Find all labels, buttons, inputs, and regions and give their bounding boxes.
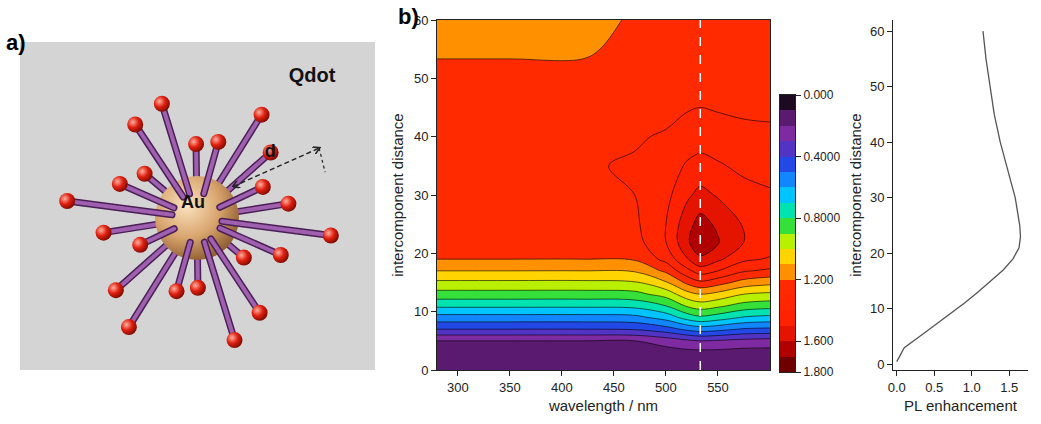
svg-text:0.000: 0.000	[803, 88, 833, 102]
svg-text:400: 400	[551, 380, 573, 395]
svg-text:0: 0	[421, 363, 428, 378]
svg-text:500: 500	[655, 380, 677, 395]
svg-text:1.200: 1.200	[803, 273, 833, 287]
svg-text:1.600: 1.600	[803, 334, 833, 348]
svg-text:20: 20	[414, 246, 428, 261]
svg-text:wavelength / nm: wavelength / nm	[548, 397, 658, 414]
svg-text:40: 40	[414, 129, 428, 144]
svg-text:300: 300	[447, 380, 469, 395]
svg-text:20: 20	[870, 246, 884, 261]
svg-text:40: 40	[870, 135, 884, 150]
svg-text:d: d	[265, 141, 276, 161]
svg-text:550: 550	[707, 380, 729, 395]
svg-text:Au: Au	[181, 192, 205, 212]
svg-text:350: 350	[499, 380, 521, 395]
svg-text:intercomponent distance: intercomponent distance	[847, 113, 864, 276]
svg-text:30: 30	[414, 188, 428, 203]
svg-text:1.800: 1.800	[803, 365, 833, 379]
svg-text:0: 0	[877, 357, 884, 372]
svg-text:1.5: 1.5	[1000, 380, 1018, 395]
svg-text:50: 50	[414, 71, 428, 86]
svg-text:1.0: 1.0	[963, 380, 981, 395]
svg-text:Qdot: Qdot	[289, 64, 336, 86]
svg-text:intercomponent distance: intercomponent distance	[389, 113, 406, 276]
svg-text:50: 50	[870, 79, 884, 94]
svg-text:PL enhancement: PL enhancement	[904, 397, 1018, 414]
svg-text:0.0: 0.0	[888, 380, 906, 395]
svg-text:0.5: 0.5	[925, 380, 943, 395]
svg-text:60: 60	[870, 24, 884, 39]
svg-text:450: 450	[603, 380, 625, 395]
svg-text:10: 10	[870, 301, 884, 316]
svg-text:0.4000: 0.4000	[803, 150, 840, 164]
svg-text:0.8000: 0.8000	[803, 211, 840, 225]
svg-text:30: 30	[870, 190, 884, 205]
svg-text:10: 10	[414, 304, 428, 319]
